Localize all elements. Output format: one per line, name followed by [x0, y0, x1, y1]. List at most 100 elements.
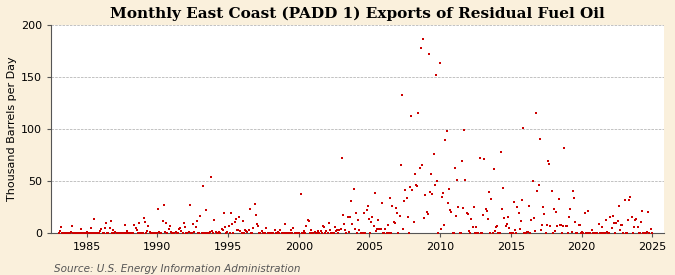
Point — [64, 230, 75, 235]
Point — [113, 230, 124, 235]
Point — [460, 177, 471, 182]
Point — [260, 230, 271, 235]
Point — [407, 188, 418, 192]
Point — [461, 211, 472, 216]
Point — [524, 204, 535, 209]
Point — [459, 128, 470, 132]
Point — [559, 146, 570, 150]
Point — [276, 230, 287, 235]
Point — [165, 230, 176, 234]
Point — [519, 230, 530, 235]
Point — [601, 230, 612, 235]
Point — [448, 230, 459, 235]
Point — [418, 36, 429, 41]
Point — [554, 222, 565, 227]
Point — [99, 226, 110, 230]
Point — [473, 230, 484, 235]
Point — [111, 230, 122, 235]
Point — [533, 183, 544, 187]
Point — [227, 222, 238, 226]
Point — [470, 225, 481, 229]
Point — [435, 227, 446, 232]
Point — [356, 230, 367, 235]
Point — [625, 195, 636, 199]
Point — [187, 230, 198, 235]
Point — [57, 230, 68, 235]
Point — [502, 222, 512, 226]
Point — [583, 209, 593, 213]
Point — [586, 227, 597, 232]
Point — [393, 230, 404, 235]
Point — [268, 230, 279, 235]
Point — [432, 179, 443, 183]
Point — [341, 230, 352, 235]
Point — [347, 222, 358, 227]
Point — [391, 206, 402, 211]
Point — [267, 230, 277, 235]
Point — [516, 198, 527, 202]
Point — [546, 189, 557, 194]
Point — [281, 230, 292, 235]
Title: Monthly East Coast (PADD 1) Exports of Residual Fuel Oil: Monthly East Coast (PADD 1) Exports of R… — [110, 7, 605, 21]
Point — [554, 197, 564, 201]
Point — [88, 230, 99, 235]
Point — [386, 230, 397, 235]
Point — [571, 230, 582, 235]
Point — [255, 230, 266, 235]
Point — [162, 230, 173, 235]
Point — [497, 207, 508, 211]
Point — [540, 230, 551, 235]
Point — [85, 226, 96, 230]
Point — [451, 214, 462, 219]
Point — [363, 217, 374, 221]
Point — [84, 230, 95, 235]
Point — [636, 220, 647, 224]
Point — [563, 230, 574, 235]
Point — [143, 224, 154, 229]
Point — [392, 211, 402, 215]
Point — [598, 230, 609, 235]
Point — [416, 163, 427, 167]
Point — [358, 230, 369, 235]
Point — [442, 201, 453, 206]
Point — [288, 226, 299, 230]
Point — [75, 230, 86, 235]
Point — [156, 230, 167, 235]
Point — [286, 228, 296, 233]
Point — [56, 225, 67, 230]
Point — [604, 230, 615, 235]
Point — [589, 230, 599, 235]
Point — [468, 205, 479, 210]
Point — [71, 230, 82, 235]
Point — [637, 209, 648, 213]
Point — [214, 230, 225, 235]
Point — [446, 210, 457, 214]
Point — [140, 219, 151, 224]
Point — [319, 224, 329, 229]
Point — [77, 230, 88, 235]
Point — [235, 229, 246, 233]
Point — [464, 229, 475, 233]
Point — [252, 224, 263, 228]
Point — [623, 218, 634, 222]
Point — [539, 212, 550, 216]
Point — [321, 229, 332, 233]
Point — [634, 230, 645, 235]
Point — [53, 230, 64, 235]
Point — [86, 230, 97, 235]
Point — [200, 230, 211, 235]
Point — [535, 228, 546, 232]
Point — [587, 230, 598, 235]
Point — [146, 230, 157, 235]
Point — [429, 183, 440, 188]
Point — [62, 230, 73, 235]
Point — [470, 230, 481, 235]
Point — [124, 230, 135, 235]
Point — [354, 228, 364, 232]
Point — [259, 230, 269, 235]
Point — [573, 223, 584, 227]
Point — [171, 230, 182, 235]
Point — [287, 230, 298, 235]
Point — [631, 216, 642, 221]
Point — [491, 225, 502, 229]
